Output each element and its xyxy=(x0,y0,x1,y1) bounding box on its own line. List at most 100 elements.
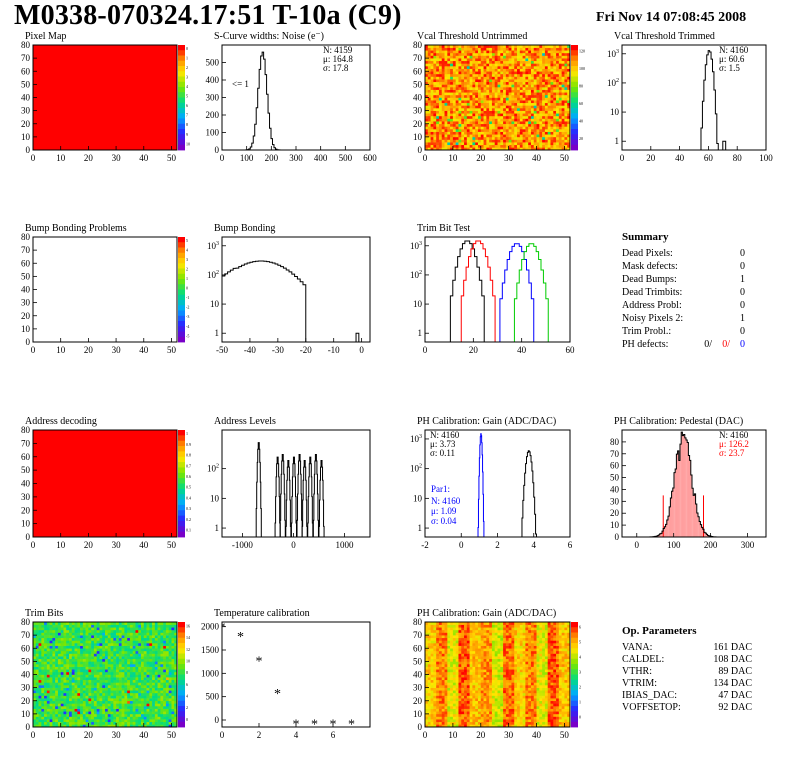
heatmap-cell xyxy=(96,669,100,673)
heatmap-cell xyxy=(160,629,164,633)
heatmap-cell xyxy=(107,648,111,652)
heatmap-cell xyxy=(107,635,111,639)
heatmap-cell xyxy=(38,690,42,694)
heatmap-cell xyxy=(483,52,487,56)
heatmap-cell xyxy=(38,653,42,657)
heatmap-cell xyxy=(135,687,139,691)
heatmap-cell xyxy=(46,640,50,644)
heatmap-cell xyxy=(121,640,125,644)
heatmap-cell xyxy=(500,63,504,67)
heatmap-cell xyxy=(425,87,429,90)
heatmap-cell xyxy=(480,147,484,150)
heatmap-cell xyxy=(491,123,496,127)
heatmap-cell xyxy=(489,50,493,54)
heatmap-cell xyxy=(110,679,114,683)
heatmap-cell xyxy=(33,713,37,717)
heatmap-cell xyxy=(55,622,59,625)
heatmap-cell xyxy=(60,713,64,717)
heatmap-cell xyxy=(455,118,459,122)
heatmap-cell xyxy=(110,650,114,654)
heatmap-cell xyxy=(154,685,158,688)
stats-sigma: σ: 1.5 xyxy=(719,63,740,73)
heatmap-cell xyxy=(550,121,554,125)
heatmap-cell xyxy=(450,73,454,77)
heatmap-cell xyxy=(69,624,73,628)
heatmap-cell xyxy=(556,129,560,132)
heatmap-cell xyxy=(522,134,526,138)
heatmap-cell xyxy=(475,121,479,125)
heatmap-cell xyxy=(141,653,145,657)
heatmap-cell xyxy=(564,79,568,83)
heatmap-cell xyxy=(447,102,451,106)
heatmap-cell xyxy=(63,679,67,683)
heatmap-cell xyxy=(458,105,462,109)
heatmap-cell xyxy=(489,129,493,132)
heatmap-cell xyxy=(525,52,529,56)
x-tick-label: 2 xyxy=(495,540,500,550)
heatmap-cell xyxy=(141,687,145,691)
heatmap-cell xyxy=(82,629,86,633)
heatmap-cell xyxy=(157,695,161,699)
heatmap-cell xyxy=(486,68,490,72)
heatmap-cell xyxy=(80,629,84,633)
heatmap-cell xyxy=(143,682,147,686)
heatmap-cell xyxy=(508,134,512,138)
heatmap-cell xyxy=(149,643,153,646)
heatmap-cell xyxy=(517,50,521,54)
heatmap-cell xyxy=(480,142,484,146)
heatmap-cell xyxy=(102,698,106,702)
heatmap-cell xyxy=(436,50,440,54)
heatmap-cell xyxy=(525,134,529,138)
heatmap-cell xyxy=(171,706,175,709)
heatmap-cell xyxy=(129,653,133,657)
heatmap-cell xyxy=(491,84,496,88)
palette-swatch xyxy=(178,81,185,88)
palette-swatch xyxy=(571,66,578,72)
heatmap-cell xyxy=(35,624,39,628)
heatmap-cell xyxy=(441,113,445,117)
heatmap-cell xyxy=(57,719,61,723)
heatmap-cell xyxy=(553,47,557,51)
heatmap-cell xyxy=(168,687,172,691)
heatmap-cell xyxy=(452,97,456,101)
heatmap-cell xyxy=(99,698,103,702)
heatmap-cell xyxy=(433,102,437,106)
heatmap-cell xyxy=(441,134,445,138)
heatmap-cell xyxy=(165,706,169,709)
heatmap-cell xyxy=(66,700,70,704)
palette-swatch xyxy=(178,300,185,306)
heatmap-cell xyxy=(163,637,167,641)
heatmap-cell xyxy=(49,674,53,678)
heatmap-cell xyxy=(433,142,437,146)
y-tick-label: 70 xyxy=(21,53,31,63)
heatmap-cell xyxy=(472,94,476,98)
heatmap-cell xyxy=(500,100,504,104)
heatmap-cell xyxy=(38,692,42,696)
heatmap-cell xyxy=(539,136,543,140)
y-tick-label: 50 xyxy=(413,79,423,89)
heatmap-cell xyxy=(124,677,128,681)
heatmap-cell xyxy=(74,658,78,662)
heatmap-cell xyxy=(455,134,459,138)
heatmap-cell xyxy=(52,703,56,707)
heatmap-cell xyxy=(475,73,479,77)
heatmap-cell xyxy=(93,624,97,628)
heatmap-cell xyxy=(475,92,479,96)
heatmap-cell xyxy=(452,129,456,132)
heatmap-cell xyxy=(503,68,507,72)
heatmap-cell xyxy=(80,622,84,625)
heatmap-cell xyxy=(118,671,122,675)
heatmap-cell xyxy=(55,658,59,662)
heatmap-cell xyxy=(135,658,139,662)
heatmap-cell xyxy=(530,724,535,727)
heatmap-cell xyxy=(38,635,42,639)
palette-swatch xyxy=(178,258,185,264)
heatmap-cell xyxy=(157,674,161,678)
heatmap-cell xyxy=(93,687,97,691)
heatmap-cell xyxy=(93,664,97,667)
heatmap-cell xyxy=(556,58,560,62)
heatmap-cell xyxy=(41,666,45,670)
heatmap-cell xyxy=(107,698,111,702)
heatmap-cell xyxy=(486,131,490,135)
heatmap-cell xyxy=(91,719,95,723)
